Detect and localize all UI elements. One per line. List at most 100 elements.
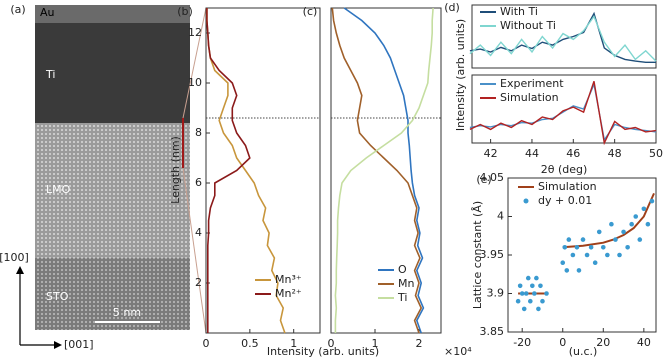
profile-line bbox=[206, 8, 251, 333]
data-point bbox=[530, 283, 535, 289]
panel-label: (e) bbox=[476, 173, 491, 186]
profile-line bbox=[206, 8, 286, 334]
y-tick-label: 3.95 bbox=[480, 248, 505, 261]
data-point bbox=[649, 198, 655, 204]
plot-frame bbox=[471, 74, 657, 144]
data-point bbox=[574, 245, 580, 250]
series-line bbox=[469, 80, 657, 146]
data-point bbox=[517, 283, 523, 289]
x-tick-label: -20 bbox=[513, 336, 531, 349]
data-point bbox=[596, 229, 602, 235]
data-point bbox=[564, 268, 570, 273]
data-point bbox=[532, 291, 537, 296]
plot-frame bbox=[205, 7, 321, 334]
data-point bbox=[515, 298, 521, 304]
data-point bbox=[641, 206, 647, 212]
data-point bbox=[536, 306, 541, 312]
lmo-layer bbox=[35, 123, 190, 258]
layer-label: Au bbox=[40, 6, 55, 19]
x-multiplier: ×10⁴ bbox=[444, 345, 472, 358]
data-point bbox=[580, 237, 586, 242]
y-axis-label: Intensity (arb. units) bbox=[454, 19, 467, 131]
data-point bbox=[519, 291, 525, 296]
x-axis-label: 2θ (deg) bbox=[541, 163, 588, 176]
x-tick-label: 46 bbox=[566, 147, 580, 160]
data-point bbox=[637, 237, 643, 242]
legend-label: Simulation bbox=[500, 91, 559, 104]
data-point bbox=[600, 245, 606, 250]
x-axis-label: (u.c.) bbox=[569, 345, 598, 358]
legend-label: Ti bbox=[397, 291, 407, 304]
x-tick-label: 1 bbox=[290, 337, 297, 350]
data-point bbox=[633, 214, 639, 219]
panel-label: (d) bbox=[444, 1, 460, 14]
au-layer bbox=[35, 5, 190, 23]
legend-label: dy + 0.01 bbox=[538, 194, 592, 207]
x-tick-label: 48 bbox=[608, 147, 622, 160]
data-point bbox=[566, 237, 572, 242]
y-tick-label: 3.85 bbox=[480, 325, 505, 338]
data-point bbox=[613, 237, 618, 242]
y-tick-label: 8 bbox=[195, 126, 202, 139]
data-point bbox=[584, 252, 590, 258]
data-point bbox=[538, 283, 543, 289]
legend-label: Simulation bbox=[538, 180, 597, 193]
data-point bbox=[525, 275, 531, 281]
legend-label: With Ti bbox=[500, 5, 538, 18]
sto-layer bbox=[35, 258, 190, 330]
x-axis-label: Intensity (arb. units) bbox=[267, 345, 379, 358]
layer-label: Ti bbox=[45, 68, 55, 81]
y-tick-label: 12 bbox=[188, 26, 202, 39]
axis-direction: [001] bbox=[64, 338, 94, 351]
data-point bbox=[560, 260, 566, 266]
series-line bbox=[469, 11, 656, 63]
x-tick-label: 0 bbox=[203, 337, 210, 350]
zoom-line bbox=[182, 7, 207, 119]
x-tick-label: 0.5 bbox=[241, 337, 259, 350]
micrograph bbox=[16, 5, 207, 349]
profile-line bbox=[331, 7, 423, 334]
y-tick-label: 10 bbox=[188, 76, 202, 89]
layer-label: STO bbox=[46, 290, 69, 303]
plot-frame bbox=[471, 4, 657, 69]
x-tick-label: 44 bbox=[525, 147, 539, 160]
ti-layer bbox=[35, 23, 190, 123]
scale-bar-label: 5 nm bbox=[113, 306, 141, 319]
data-point bbox=[625, 245, 630, 250]
legend-label: Mn³⁺ bbox=[275, 273, 302, 286]
legend-label: Mn bbox=[398, 277, 414, 290]
panel-label: (c) bbox=[303, 5, 318, 18]
layer-label: LMO bbox=[46, 183, 71, 196]
y-tick-label: 4 bbox=[497, 210, 504, 223]
legend-label: O bbox=[398, 263, 407, 276]
y-tick-label: 3.9 bbox=[487, 287, 505, 300]
data-point bbox=[576, 268, 582, 273]
data-point bbox=[540, 298, 545, 304]
series-line bbox=[469, 15, 657, 62]
x-tick-label: 2 bbox=[416, 337, 423, 350]
zoom-line bbox=[182, 167, 207, 334]
x-tick-label: 20 bbox=[596, 336, 610, 349]
data-point bbox=[645, 221, 651, 227]
data-point bbox=[528, 298, 533, 304]
y-tick-label: 4.05 bbox=[480, 171, 505, 184]
x-tick-label: 1 bbox=[372, 337, 379, 350]
data-point bbox=[570, 252, 576, 258]
y-tick-label: 4 bbox=[195, 226, 202, 239]
x-tick-label: 42 bbox=[484, 147, 498, 160]
data-point bbox=[621, 229, 626, 235]
series-line bbox=[469, 81, 657, 142]
data-point bbox=[592, 260, 598, 266]
data-point bbox=[523, 291, 529, 296]
plot-frame bbox=[330, 7, 442, 334]
data-point bbox=[521, 306, 527, 312]
y-tick-label: 2 bbox=[195, 276, 202, 289]
profile-line bbox=[334, 7, 434, 333]
x-tick-label: 0 bbox=[328, 337, 335, 350]
y-tick-label: 6 bbox=[195, 176, 202, 189]
data-point bbox=[629, 221, 634, 227]
data-point bbox=[605, 252, 610, 258]
y-axis-label: Length (nm) bbox=[169, 136, 182, 204]
panel-label: (a) bbox=[10, 3, 25, 16]
